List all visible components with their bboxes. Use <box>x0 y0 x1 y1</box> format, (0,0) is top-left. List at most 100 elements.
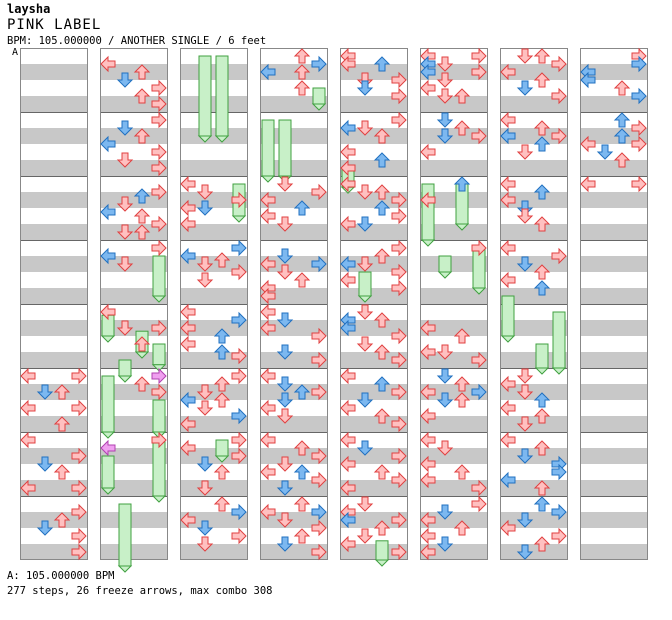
freeze-arrow-tail <box>100 487 116 495</box>
beat-stripe <box>20 64 88 80</box>
step-arrow-left <box>100 303 116 321</box>
beat-stripe <box>180 512 248 528</box>
step-arrow-down <box>516 544 534 560</box>
beat-stripe <box>260 192 328 208</box>
beat-stripe <box>500 512 568 528</box>
beat-stripe <box>580 160 648 176</box>
step-arrow-left <box>100 135 116 153</box>
step-arrow-right <box>391 383 407 401</box>
step-arrow-down <box>436 88 454 104</box>
beat-stripe <box>100 128 168 144</box>
freeze-arrow-tail <box>151 364 167 372</box>
step-arrow-down <box>196 384 214 400</box>
step-arrow-left <box>500 63 516 81</box>
freeze-arrow-tail <box>214 135 230 143</box>
step-arrow-left <box>340 255 356 273</box>
step-arrow-right <box>311 543 327 561</box>
step-arrow-up <box>453 520 471 536</box>
step-arrow-up <box>293 384 311 400</box>
beat-stripe <box>500 64 568 80</box>
freeze-arrow-tail <box>231 215 247 223</box>
beat-stripe <box>420 256 488 272</box>
freeze-arrow <box>152 255 166 297</box>
step-arrow-up <box>373 152 391 168</box>
beat-stripe <box>260 320 328 336</box>
beat-stripe <box>500 416 568 432</box>
step-arrow-right <box>71 479 87 497</box>
step-arrow-left <box>580 135 596 153</box>
beat-stripe <box>580 96 648 112</box>
beat-stripe <box>180 544 248 560</box>
freeze-arrow <box>535 343 549 369</box>
step-arrow-up <box>293 80 311 96</box>
column-border <box>420 48 488 560</box>
step-arrow-right <box>231 191 247 209</box>
step-arrow-left <box>340 431 356 449</box>
step-arrow-right <box>151 143 167 161</box>
step-arrow-up <box>373 184 391 200</box>
step-arrow-right <box>551 527 567 545</box>
freeze-arrow <box>438 255 452 273</box>
step-arrow-left <box>340 175 356 193</box>
step-arrow-down <box>116 320 134 336</box>
freeze-arrow-tail <box>117 565 133 573</box>
step-arrow-up <box>453 88 471 104</box>
step-arrow-right <box>311 351 327 369</box>
step-arrow-left <box>420 143 436 161</box>
section-marker: A <box>12 47 19 58</box>
step-arrow-left <box>340 535 356 553</box>
step-arrow-left <box>20 431 36 449</box>
step-arrow-down <box>436 536 454 552</box>
step-arrow-up <box>533 496 551 512</box>
step-arrow-right <box>631 135 647 153</box>
column-border <box>260 48 328 560</box>
step-arrow-right <box>551 503 567 521</box>
freeze-arrow-tail <box>374 559 390 567</box>
beat-stripe <box>20 224 88 240</box>
step-arrow-right <box>551 55 567 73</box>
step-arrow-left <box>340 319 356 337</box>
beat-stripe <box>100 416 168 432</box>
beat-stripe <box>500 224 568 240</box>
step-arrow-left <box>500 111 516 129</box>
step-arrow-left <box>260 287 276 305</box>
step-arrow-left <box>100 439 116 457</box>
step-arrow-right <box>151 183 167 201</box>
step-arrow-left <box>340 399 356 417</box>
step-arrow-up <box>53 416 71 432</box>
step-arrow-right <box>311 55 327 73</box>
step-arrow-up <box>53 512 71 528</box>
step-arrow-left <box>420 527 436 545</box>
freeze-arrow-tail <box>100 335 116 343</box>
beat-stripe <box>340 224 408 240</box>
beat-stripe <box>20 256 88 272</box>
beat-stripe <box>260 448 328 464</box>
beat-stripe <box>580 320 648 336</box>
step-arrow-right <box>471 383 487 401</box>
step-arrow-down <box>276 376 294 392</box>
step-arrow-right <box>391 327 407 345</box>
beat-stripe <box>100 256 168 272</box>
beat-stripe <box>340 192 408 208</box>
beat-stripe <box>180 448 248 464</box>
beat-stripe <box>180 224 248 240</box>
beat-stripe <box>100 480 168 496</box>
step-arrow-right <box>151 111 167 129</box>
freeze-arrow-tail <box>151 495 167 503</box>
step-arrow-left <box>420 343 436 361</box>
artist-name: laysha <box>7 2 51 16</box>
beat-stripe <box>420 96 488 112</box>
step-arrow-up <box>533 48 551 64</box>
beat-stripe <box>420 416 488 432</box>
step-arrow-down <box>516 448 534 464</box>
beat-stripe <box>180 128 248 144</box>
beat-stripe <box>100 544 168 560</box>
step-arrow-right <box>471 63 487 81</box>
step-arrow-down <box>356 392 374 408</box>
step-arrow-left <box>340 455 356 473</box>
step-arrow-left <box>500 471 516 489</box>
step-arrow-up <box>133 376 151 392</box>
freeze-arrow-tail <box>500 335 516 343</box>
column-border <box>500 48 568 560</box>
step-arrow-left <box>260 191 276 209</box>
